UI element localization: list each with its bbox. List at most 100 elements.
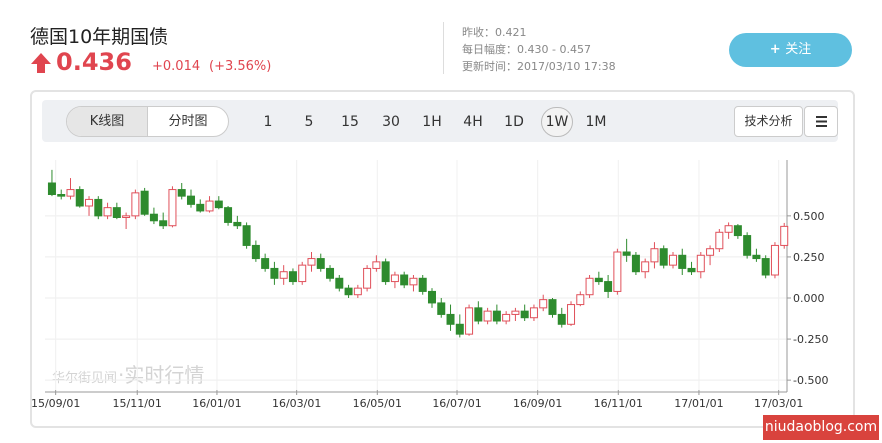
- price: 0.436: [56, 48, 132, 76]
- period-option[interactable]: 4H: [463, 114, 483, 130]
- analysis-button[interactable]: 技术分析: [734, 106, 803, 137]
- y-tick-label: 0.500: [793, 210, 825, 223]
- candle-body: [66, 189, 75, 197]
- candle-body: [242, 225, 251, 246]
- candle-body: [696, 254, 705, 273]
- candle-body: [613, 251, 622, 292]
- x-tick-label: 15/09/01: [31, 397, 80, 410]
- follow-label: 关注: [785, 42, 812, 57]
- period-option[interactable]: 1D: [504, 114, 524, 130]
- candle-body: [261, 258, 270, 269]
- candle-body: [687, 267, 696, 273]
- candle-body: [205, 200, 214, 212]
- candle-body: [233, 221, 242, 227]
- candle-body: [298, 264, 307, 283]
- candle-body: [483, 310, 492, 322]
- candle-body: [733, 225, 742, 237]
- candle-body: [761, 258, 770, 276]
- candle-body: [316, 258, 325, 269]
- candle-body: [186, 195, 195, 205]
- menu-icon: [816, 116, 827, 127]
- candle-body: [353, 287, 362, 296]
- x-tick-label: 16/11/01: [594, 397, 643, 410]
- candle-body: [520, 310, 529, 319]
- candle-body: [335, 277, 344, 289]
- candle-body: [288, 271, 297, 283]
- candle-body: [622, 251, 631, 256]
- watermark-brand: 华尔街见闻: [52, 371, 117, 386]
- follow-button[interactable]: + 关注: [729, 33, 852, 67]
- candle-body: [529, 307, 538, 319]
- candle-body: [94, 198, 103, 217]
- x-tick-label: 16/03/01: [272, 397, 321, 410]
- x-tick-label: 16/05/01: [353, 397, 402, 410]
- period-option[interactable]: 1H: [422, 114, 442, 130]
- period-option[interactable]: 1M: [585, 114, 607, 130]
- candle-body: [344, 287, 353, 296]
- watermark-text: ·实时行情: [118, 363, 204, 387]
- candle-body: [196, 203, 205, 212]
- tab[interactable]: K线图: [67, 107, 148, 136]
- candle-body: [85, 198, 94, 207]
- candle-body: [381, 261, 390, 283]
- period-option[interactable]: 5: [304, 114, 314, 130]
- divider: [443, 22, 444, 74]
- tab[interactable]: 分时图: [168, 114, 208, 129]
- candle-body: [511, 310, 520, 315]
- candle-body: [539, 299, 548, 309]
- candle-body: [131, 192, 140, 217]
- candle-body: [149, 213, 158, 222]
- candle-body: [567, 304, 576, 325]
- candle-body: [437, 302, 446, 315]
- candle-body: [214, 200, 223, 209]
- candle-body: [548, 299, 557, 315]
- candle-body: [112, 207, 121, 218]
- candle-body: [47, 182, 56, 195]
- candle-body: [585, 277, 594, 296]
- period-option[interactable]: 1: [263, 114, 273, 130]
- candle-body: [455, 323, 464, 335]
- candle-body: [57, 194, 66, 197]
- candle-body: [668, 254, 677, 266]
- chart-tabs: K线图 分时图: [66, 106, 229, 137]
- candle-body: [650, 248, 659, 263]
- candle-body: [122, 215, 131, 219]
- menu-button[interactable]: [804, 106, 838, 137]
- y-tick-label: 0.250: [793, 251, 825, 264]
- change-pct: (+3.56%): [209, 59, 272, 74]
- x-tick-label: 16/07/01: [432, 397, 481, 410]
- candle-body: [224, 207, 233, 223]
- y-tick-label: -0.250: [793, 333, 828, 346]
- x-tick-label: 16/09/01: [513, 397, 562, 410]
- period-option[interactable]: 1W: [541, 107, 573, 137]
- candle-body: [390, 274, 399, 283]
- candle-body: [140, 190, 149, 215]
- candle-body: [576, 294, 585, 306]
- candle-body: [594, 277, 603, 283]
- x-tick-label: 17/03/01: [754, 397, 803, 410]
- candle-body: [604, 281, 613, 292]
- instrument-title: 德国10年期国债: [30, 26, 169, 48]
- candle-body: [659, 248, 668, 266]
- x-tick-label: 17/01/01: [674, 397, 723, 410]
- up-arrow-icon: [31, 53, 51, 73]
- candle-body: [279, 271, 288, 279]
- candle-body: [159, 220, 168, 227]
- day-range: 每日幅度：0.430 - 0.457: [462, 43, 591, 56]
- y-tick-label: -0.500: [793, 374, 828, 387]
- candle-body: [770, 244, 779, 276]
- candle-body: [326, 267, 335, 279]
- period-option[interactable]: 15: [341, 114, 359, 130]
- period-option[interactable]: 30: [382, 114, 400, 130]
- candle-body: [706, 248, 715, 256]
- candle-body: [400, 274, 409, 286]
- candle-body: [168, 189, 177, 227]
- candle-body: [177, 189, 186, 197]
- chart-panel: [30, 90, 855, 428]
- plus-icon: +: [769, 42, 786, 57]
- candle-body: [409, 277, 418, 286]
- candle-body: [641, 261, 650, 273]
- prev-close: 昨收：0.421: [462, 26, 527, 39]
